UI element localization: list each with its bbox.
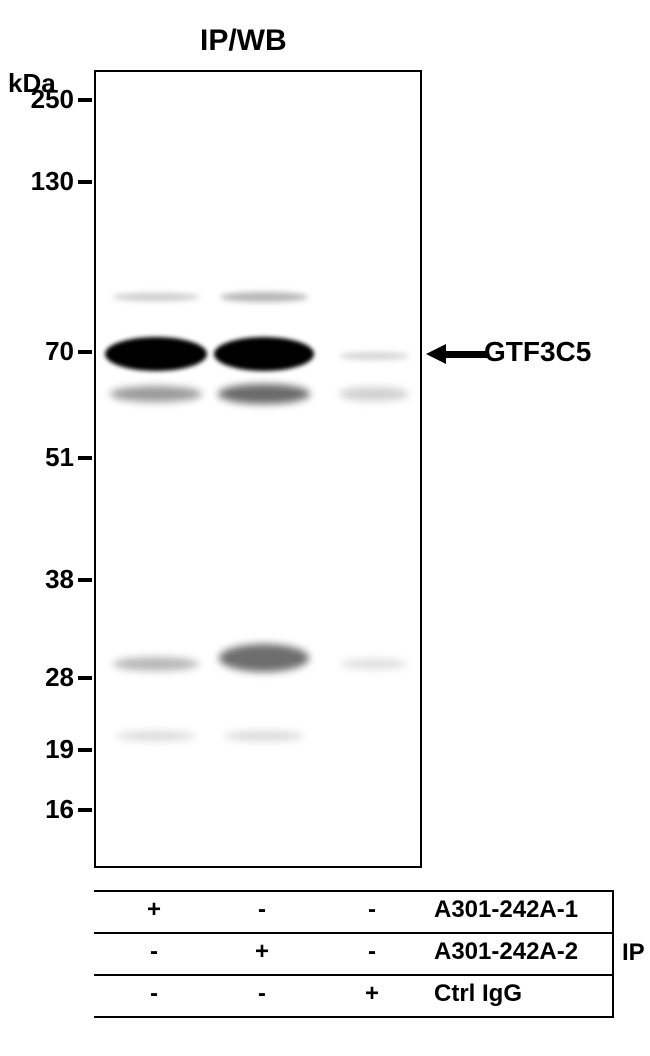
blot-band <box>220 292 308 302</box>
lane-mark: - <box>142 980 166 1008</box>
mw-tick <box>78 98 92 102</box>
mw-marker-label: 28 <box>8 662 74 693</box>
table-vline <box>612 890 614 1018</box>
blot-band <box>116 731 196 741</box>
table-hline <box>94 1016 612 1018</box>
antibody-label: A301-242A-1 <box>434 896 578 924</box>
ip-bracket-label: IP <box>622 939 645 967</box>
mw-tick <box>78 578 92 582</box>
arrow-line <box>445 351 487 358</box>
mw-tick <box>78 180 92 184</box>
mw-tick <box>78 676 92 680</box>
mw-marker-label: 250 <box>8 84 74 115</box>
lane-mark: - <box>360 938 384 966</box>
mw-marker-label: 51 <box>8 442 74 473</box>
table-hline <box>94 974 612 976</box>
arrow-icon <box>426 344 446 364</box>
blot-band <box>110 386 202 402</box>
blot-band <box>214 337 314 371</box>
mw-marker-label: 38 <box>8 564 74 595</box>
lane-mark: - <box>142 938 166 966</box>
blot-band <box>339 387 409 401</box>
lane-mark: - <box>250 980 274 1008</box>
mw-marker-label: 16 <box>8 794 74 825</box>
mw-marker-label: 19 <box>8 734 74 765</box>
mw-tick <box>78 456 92 460</box>
antibody-label: Ctrl IgG <box>434 980 522 1008</box>
mw-marker-label: 130 <box>8 166 74 197</box>
blot-band <box>224 731 304 741</box>
mw-tick <box>78 808 92 812</box>
blot-band <box>219 644 309 672</box>
blot-image <box>94 70 422 868</box>
table-hline <box>94 890 612 892</box>
lane-mark: - <box>360 896 384 924</box>
blot-band <box>341 659 407 669</box>
table-hline <box>94 932 612 934</box>
blot-band <box>113 657 199 671</box>
figure-title: IP/WB <box>200 24 287 58</box>
mw-tick <box>78 350 92 354</box>
antibody-label: A301-242A-2 <box>434 938 578 966</box>
lane-mark: + <box>142 896 166 924</box>
blot-band <box>105 337 207 371</box>
mw-tick <box>78 748 92 752</box>
lane-mark: + <box>250 938 274 966</box>
lane-mark: - <box>250 896 274 924</box>
mw-marker-label: 70 <box>8 336 74 367</box>
blot-band <box>339 352 409 360</box>
blot-band <box>112 293 200 301</box>
lane-mark: + <box>360 980 384 1008</box>
target-protein-label: GTF3C5 <box>484 336 591 368</box>
blot-band <box>218 384 310 404</box>
